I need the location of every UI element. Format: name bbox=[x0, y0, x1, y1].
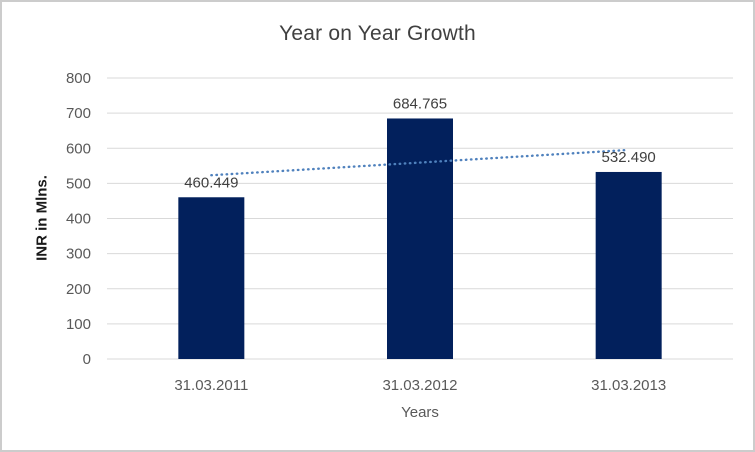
x-axis-title: Years bbox=[401, 404, 439, 421]
bar bbox=[595, 171, 662, 359]
x-tick-label: 31.03.2013 bbox=[591, 377, 666, 394]
bar bbox=[387, 118, 453, 360]
bar bbox=[178, 197, 245, 359]
y-tick-label: 300 bbox=[66, 246, 91, 263]
y-tick-label: 100 bbox=[66, 316, 91, 333]
trendline bbox=[210, 148, 630, 177]
chart-title: Year on Year Growth bbox=[279, 22, 476, 45]
bar-data-label: 532.490 bbox=[602, 149, 656, 166]
x-tick-label: 31.03.2011 bbox=[174, 377, 248, 394]
bar-data-label: 460.449 bbox=[184, 174, 238, 191]
y-tick-label: 400 bbox=[66, 211, 91, 228]
y-tick-label: 500 bbox=[66, 175, 91, 192]
bar-data-label: 684.765 bbox=[393, 95, 447, 112]
y-tick-label: 200 bbox=[66, 281, 91, 298]
y-tick-label: 0 bbox=[83, 351, 91, 368]
x-tick-label: 31.03.2012 bbox=[382, 377, 457, 394]
y-tick-label: 700 bbox=[66, 105, 91, 122]
y-tick-label: 800 bbox=[66, 70, 91, 87]
y-tick-label: 600 bbox=[66, 140, 91, 157]
